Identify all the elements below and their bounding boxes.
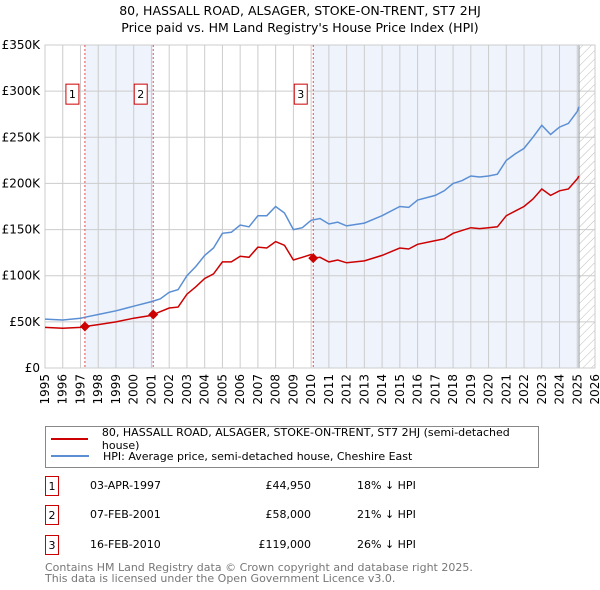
- sale-label: 1: [69, 88, 76, 101]
- y-tick-label: £300K: [2, 84, 42, 98]
- legend-item-price: 80, HASSALL ROAD, ALSAGER, STOKE-ON-TREN…: [51, 426, 538, 452]
- x-tick-label: 2004: [198, 374, 212, 405]
- sale-label: 3: [297, 88, 304, 101]
- x-tick-label: 1998: [91, 374, 105, 405]
- sale-price: £58,000: [265, 508, 312, 521]
- legend: 80, HASSALL ROAD, ALSAGER, STOKE-ON-TREN…: [45, 426, 539, 468]
- sale-price: £44,950: [265, 479, 312, 492]
- x-tick-label: 2016: [411, 374, 425, 405]
- y-tick-label: £0: [25, 361, 40, 375]
- x-tick-label: 2003: [180, 374, 194, 405]
- legend-label: HPI: Average price, semi-detached house,…: [103, 449, 413, 463]
- price-chart: £0 £50K £100K £150K £200K £250K £300K £350K 1995…: [2, 38, 600, 405]
- x-tick-label: 2020: [482, 374, 496, 405]
- sale-marker: [79, 321, 90, 332]
- sale-number: 3: [45, 535, 59, 555]
- chart-title: 80, HASSALL ROAD, ALSAGER, STOKE-ON-TREN…: [119, 3, 481, 18]
- sale-marker: [148, 309, 159, 320]
- x-tick-label: 2024: [553, 374, 567, 405]
- x-tick-label: 2018: [446, 374, 460, 405]
- x-tick-label: 2017: [428, 374, 442, 405]
- sale-date: 03-APR-1997: [90, 479, 162, 492]
- sale-hpi-diff: 21% ↓ HPI: [357, 508, 416, 521]
- sale-label-box: [293, 83, 308, 105]
- sale-label: 2: [137, 88, 144, 101]
- x-tick-label: 2007: [251, 374, 265, 405]
- x-tick-label: 2002: [162, 374, 176, 405]
- sale-row: 1 03-APR-1997 £44,950 18% ↓ HPI: [45, 476, 565, 498]
- y-tick-label: £350K: [2, 38, 42, 52]
- sale-label-box: [133, 83, 148, 105]
- legend-label: 80, HASSALL ROAD, ALSAGER, STOKE-ON-TREN…: [101, 426, 510, 452]
- x-tick-label: 2011: [322, 374, 336, 405]
- y-tick-label: £200K: [2, 176, 42, 190]
- y-tick-label: £100K: [2, 269, 42, 283]
- sale-row: 3 16-FEB-2010 £119,000 26% ↓ HPI: [45, 535, 565, 557]
- chart-subtitle: Price paid vs. HM Land Registry's House …: [121, 20, 479, 35]
- x-tick-label: 2025: [570, 374, 584, 405]
- x-tick-label: 2010: [304, 374, 318, 405]
- x-tick-label: 2021: [499, 374, 513, 405]
- sale-number: 1: [45, 476, 59, 496]
- x-tick-label: 2008: [269, 374, 283, 405]
- sale-label-box: [65, 83, 80, 105]
- x-tick-label: 2015: [393, 374, 407, 405]
- footer-copyright: Contains HM Land Registry data © Crown c…: [45, 561, 473, 574]
- sale-price: £119,000: [258, 538, 312, 551]
- x-tick-label: 2026: [588, 374, 600, 405]
- x-tick-label: 1997: [73, 374, 87, 405]
- x-tick-label: 2023: [535, 374, 549, 405]
- x-tick-label: 2012: [340, 374, 354, 405]
- y-tick-label: £250K: [2, 130, 42, 144]
- legend-swatch-hpi: [51, 455, 89, 457]
- sale-number: 2: [45, 505, 59, 525]
- footer-licence: This data is licensed under the Open Gov…: [45, 572, 396, 585]
- y-tick-label: £150K: [2, 223, 42, 237]
- x-tick-label: 2022: [517, 374, 531, 405]
- x-tick-label: 2000: [127, 374, 141, 405]
- x-tick-label: 1999: [109, 374, 123, 405]
- x-tick-label: 2019: [464, 374, 478, 405]
- legend-swatch-price: [51, 438, 88, 440]
- shaded-period: [313, 45, 580, 368]
- x-tick-label: 2013: [357, 374, 371, 405]
- sale-marker: [308, 253, 319, 264]
- x-tick-label: 2006: [233, 374, 247, 405]
- x-tick-label: 2005: [215, 374, 229, 405]
- x-tick-label: 1996: [56, 374, 70, 405]
- y-tick-label: £50K: [9, 315, 41, 329]
- legend-item-hpi: HPI: Average price, semi-detached house,…: [51, 448, 412, 464]
- sale-date: 07-FEB-2001: [90, 508, 161, 521]
- sale-date: 16-FEB-2010: [90, 538, 161, 551]
- sale-row: 2 07-FEB-2001 £58,000 21% ↓ HPI: [45, 505, 565, 527]
- plot-border: [44, 44, 596, 369]
- x-tick-label: 1995: [38, 374, 52, 405]
- hpi-line: [44, 106, 580, 321]
- forecast-hatch: [579, 45, 595, 368]
- x-tick-label: 2009: [286, 374, 300, 405]
- sale-hpi-diff: 26% ↓ HPI: [357, 538, 416, 551]
- x-tick-label: 2001: [144, 374, 158, 405]
- sale-hpi-diff: 18% ↓ HPI: [357, 479, 416, 492]
- x-tick-label: 2014: [375, 374, 389, 405]
